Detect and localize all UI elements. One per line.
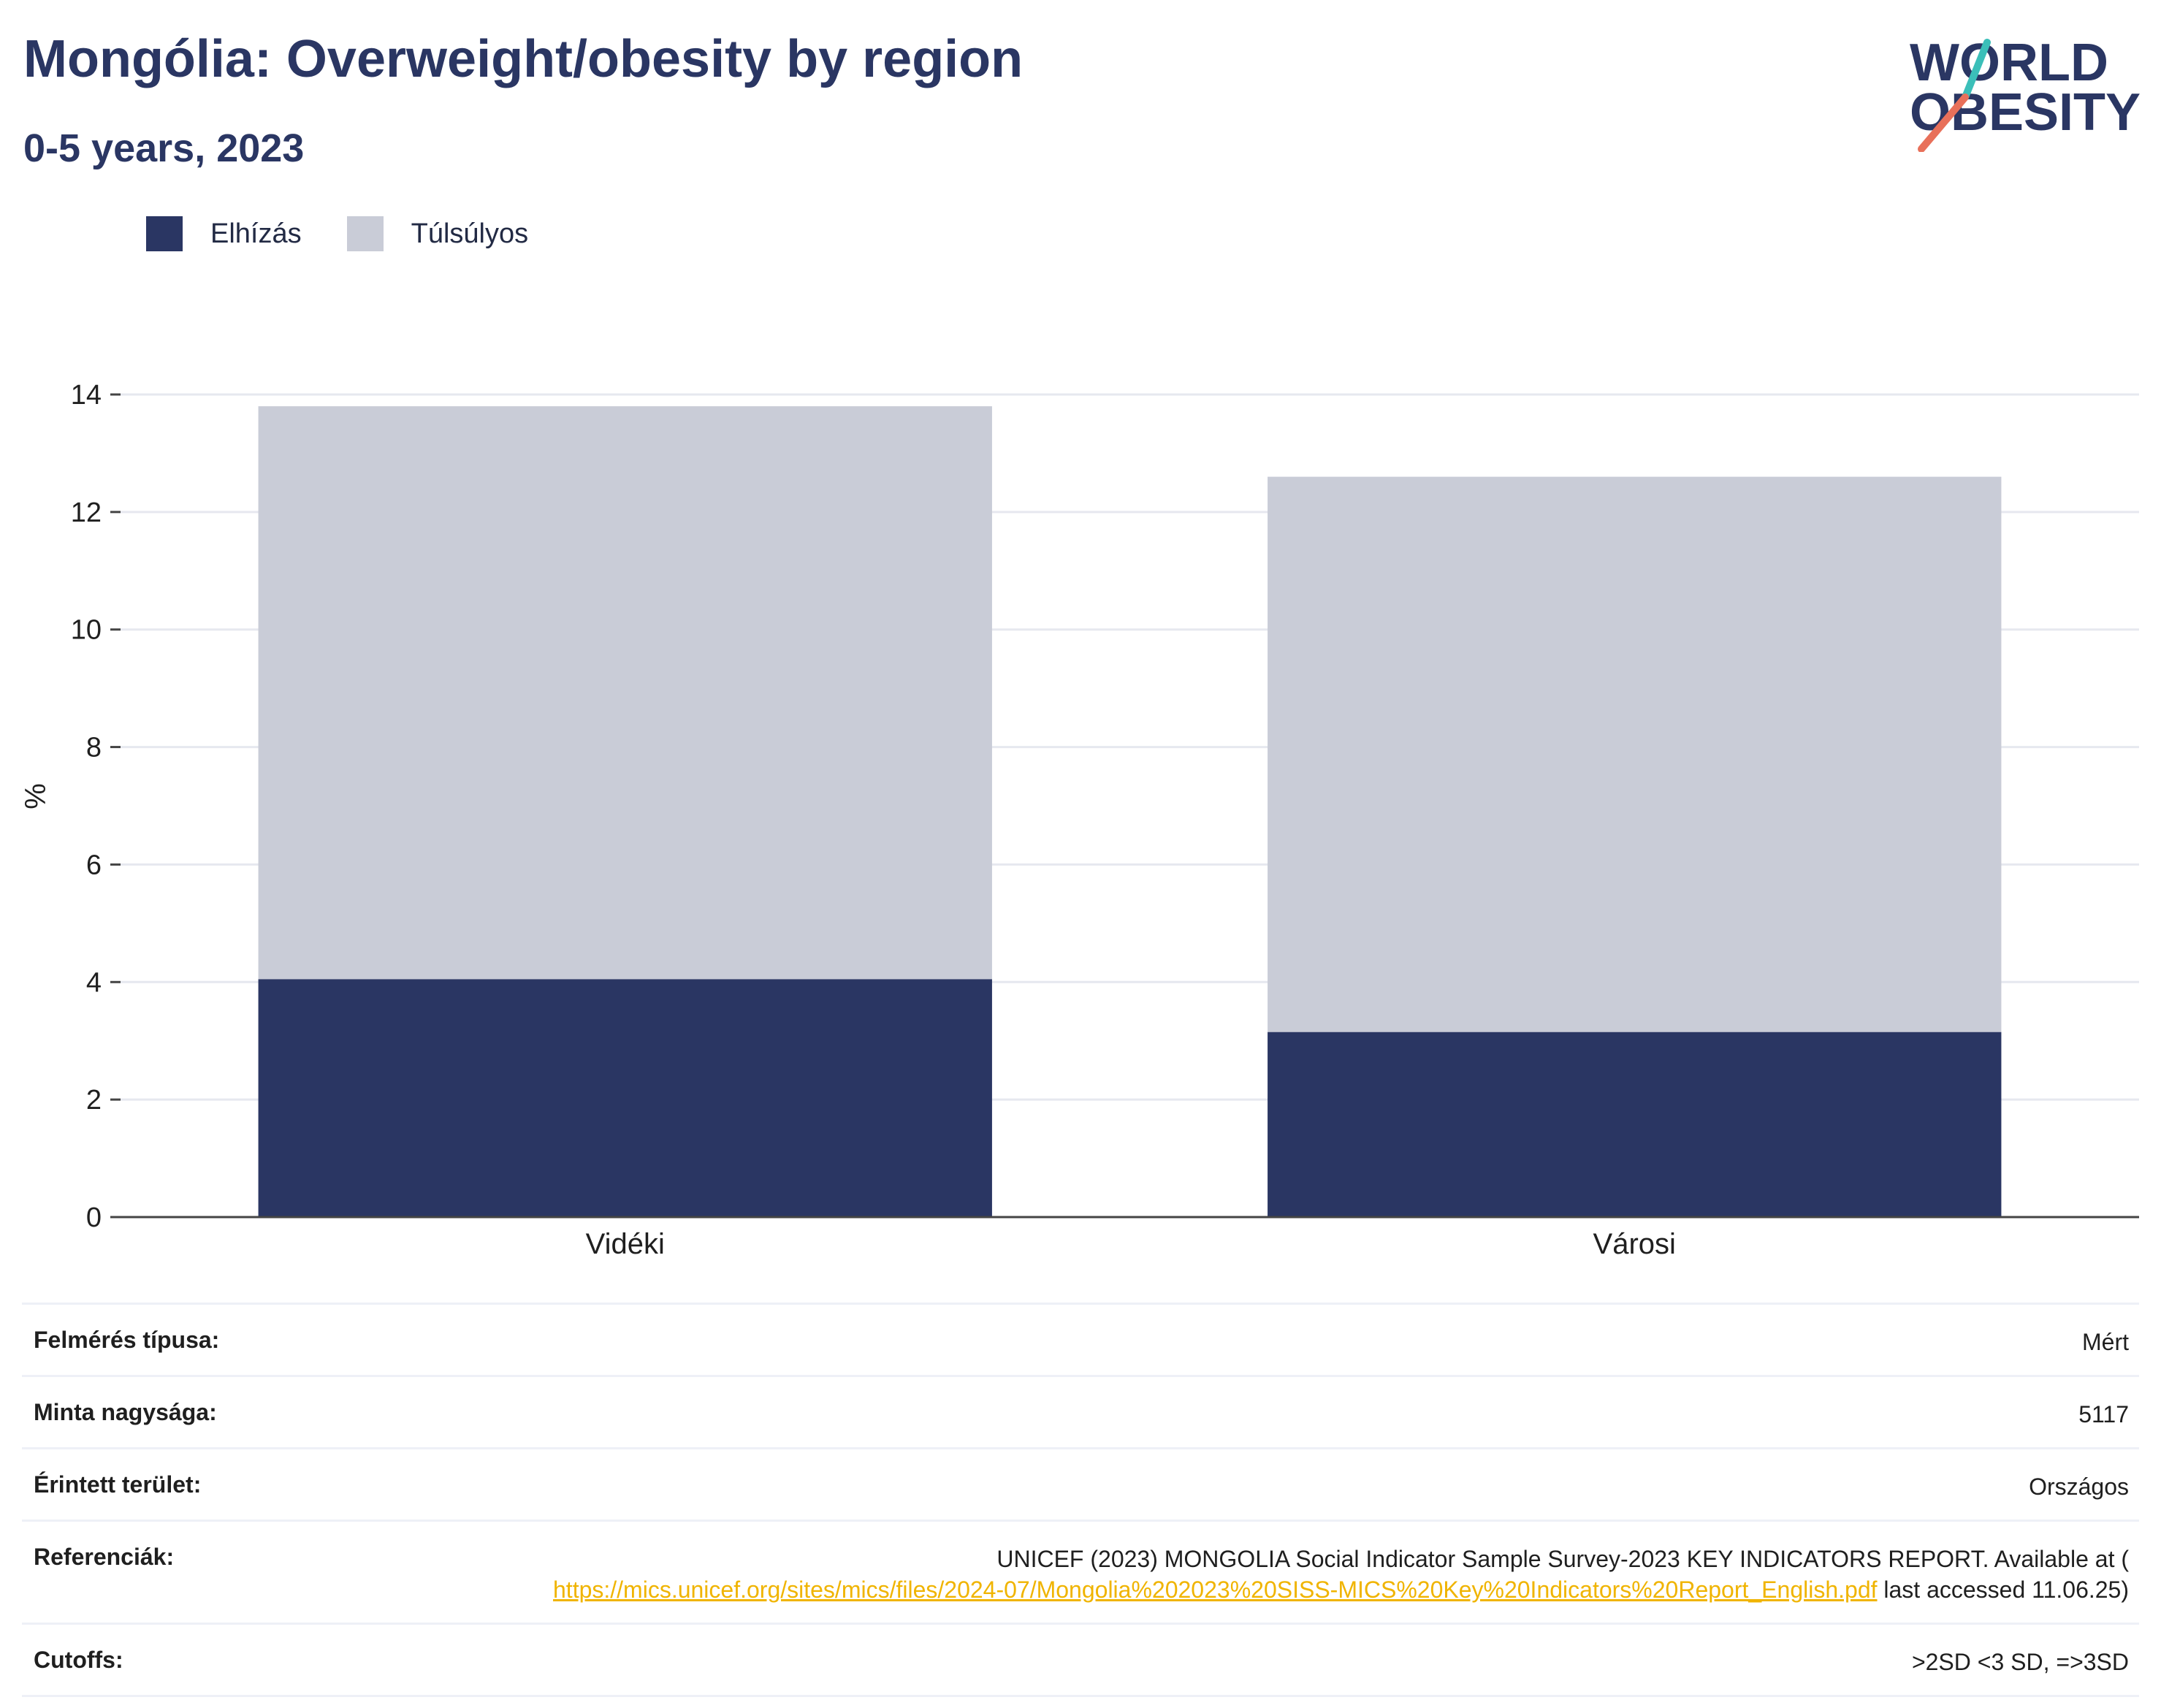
survey-info-table: Felmérés típusa: Mért Minta nagysága: 51…	[22, 1303, 2139, 1697]
y-tick-label: 0	[86, 1202, 102, 1233]
reference-text: UNICEF (2023) MONGOLIA Social Indicator …	[996, 1546, 2129, 1572]
legend-item-tulsulyos[interactable]: Túlsúlyos	[346, 216, 529, 251]
logo-text-world: WORLD	[1910, 34, 2108, 92]
logo-slash-icon	[1918, 94, 1969, 152]
info-value: Országos	[2029, 1473, 2129, 1500]
world-obesity-logo: WORLD OBESITY	[1910, 34, 2141, 152]
y-tick-label: 10	[71, 615, 102, 646]
info-row-references: Referenciák: UNICEF (2023) MONGOLIA Soci…	[22, 1520, 2139, 1623]
legend-item-elhizas[interactable]: Elhízás	[146, 216, 302, 251]
bar-tulsulyos-1[interactable]	[1268, 476, 2002, 1032]
info-row-area: Érintett terület: Országos	[22, 1447, 2139, 1520]
bar-elhizas-0[interactable]	[258, 979, 992, 1217]
legend-swatch-tulsulyos	[346, 216, 384, 251]
info-value: >2SD <3 SD, =>3SD	[1911, 1649, 2129, 1675]
bar-elhizas-1[interactable]	[1268, 1032, 2002, 1217]
logo-text-obesity: OBESITY	[1910, 83, 2141, 142]
y-tick-label: 6	[86, 850, 102, 880]
info-label: Referenciák:	[34, 1544, 175, 1570]
info-label: Érintett terület:	[34, 1471, 202, 1498]
legend-label-elhizas: Elhízás	[210, 218, 302, 249]
y-tick-label: 4	[86, 967, 102, 998]
info-row-survey-type: Felmérés típusa: Mért	[22, 1303, 2139, 1375]
info-label: Felmérés típusa:	[34, 1327, 220, 1353]
info-row-sample-size: Minta nagysága: 5117	[22, 1375, 2139, 1447]
x-tick-label: Városi	[1593, 1228, 1676, 1260]
reference-link[interactable]: https://mics.unicef.org/sites/mics/files…	[553, 1577, 1878, 1603]
legend-label-tulsulyos: Túlsúlyos	[411, 218, 529, 249]
info-label: Minta nagysága:	[34, 1399, 217, 1425]
y-tick-label: 12	[71, 497, 102, 528]
info-row-cutoffs: Cutoffs: >2SD <3 SD, =>3SD	[22, 1623, 2139, 1697]
bar-chart: 0 2 4 6 8 10 12 14 Vidéki Városi %	[20, 380, 2139, 1260]
chart-legend: Elhízás Túlsúlyos	[146, 216, 573, 251]
info-value: Mért	[2082, 1329, 2129, 1355]
legend-swatch-elhizas	[146, 216, 183, 251]
y-tick-label: 2	[86, 1085, 102, 1116]
logo-slash-icon	[1962, 39, 1991, 101]
y-tick-label: 8	[86, 733, 102, 763]
y-tick-label: 14	[71, 380, 102, 411]
info-value: 5117	[2078, 1401, 2129, 1427]
chart-title: Mongólia: Overweight/obesity by region	[23, 30, 1024, 88]
chart-subtitle: 0-5 years, 2023	[23, 126, 305, 170]
bar-tulsulyos-0[interactable]	[258, 406, 992, 980]
x-tick-label: Vidéki	[586, 1228, 665, 1260]
info-label: Cutoffs:	[34, 1647, 123, 1673]
info-value: UNICEF (2023) MONGOLIA Social Indicator …	[492, 1544, 2129, 1605]
reference-suffix: last accessed 11.06.25)	[1877, 1577, 2129, 1603]
y-axis-title: %	[20, 783, 52, 809]
